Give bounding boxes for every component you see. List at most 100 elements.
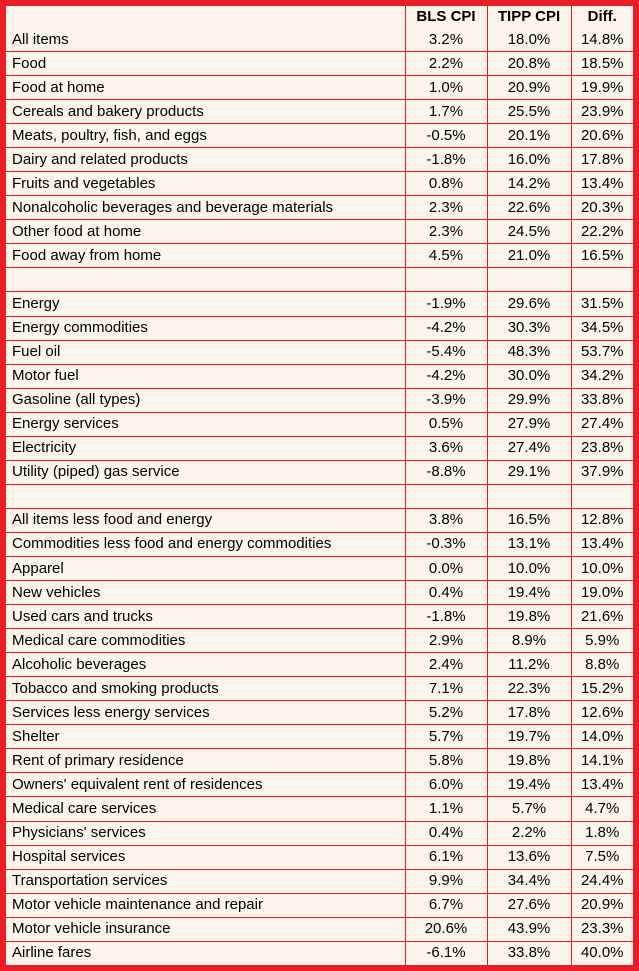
row-value: -6.1%	[404, 940, 488, 965]
row-label: Gasoline (all types)	[6, 387, 406, 413]
row-value: 16.0%	[486, 147, 572, 173]
row-value: 19.9%	[570, 75, 633, 101]
table-row: Fuel oil -5.4% 48.3% 53.7%	[6, 339, 633, 365]
row-value	[486, 483, 572, 509]
row-label: Owners' equivalent rent of residences	[6, 772, 406, 798]
row-label: Shelter	[6, 724, 406, 750]
row-value: -1.9%	[404, 291, 488, 317]
row-value	[570, 483, 633, 509]
table-row: Energy -1.9% 29.6% 31.5%	[6, 291, 633, 317]
row-value: 5.2%	[404, 700, 488, 726]
row-label: Motor vehicle maintenance and repair	[6, 892, 406, 918]
row-value: 23.3%	[570, 916, 633, 942]
row-label: Food at home	[6, 75, 406, 101]
row-value: 37.9%	[570, 459, 633, 485]
row-label: Medical care commodities	[6, 628, 406, 654]
row-value: 3.8%	[404, 507, 488, 533]
row-value: 19.7%	[486, 724, 572, 750]
row-label: Motor vehicle insurance	[6, 916, 406, 942]
row-value: 4.5%	[404, 243, 488, 269]
row-value: 8.9%	[486, 628, 572, 654]
row-value: 29.1%	[486, 459, 572, 485]
table-row: Electricity 3.6% 27.4% 23.8%	[6, 435, 633, 461]
column-header-tipp-cpi: TIPP CPI	[486, 6, 572, 28]
row-value: 0.5%	[404, 411, 488, 437]
row-value: 10.0%	[570, 555, 633, 582]
row-value: 0.8%	[404, 171, 488, 197]
row-value: -0.3%	[404, 531, 488, 558]
row-value: 17.8%	[570, 147, 633, 173]
row-value: 16.5%	[486, 507, 572, 533]
row-label: Services less energy services	[6, 700, 406, 726]
row-value: 7.5%	[570, 844, 633, 870]
row-value: 43.9%	[486, 916, 572, 942]
row-label: Fruits and vegetables	[6, 171, 406, 197]
table-row-blank	[6, 267, 633, 293]
table-row: Energy commodities -4.2% 30.3% 34.5%	[6, 315, 633, 341]
column-header-diff: Diff.	[570, 6, 633, 28]
row-value: 2.9%	[404, 628, 488, 654]
row-value: 23.8%	[570, 435, 633, 461]
row-value: 13.1%	[486, 531, 572, 558]
row-label: Energy	[6, 291, 406, 317]
row-value: 20.9%	[570, 892, 633, 918]
row-value: 22.6%	[486, 195, 572, 221]
row-value: 33.8%	[570, 387, 633, 413]
row-value: 30.0%	[486, 363, 572, 389]
row-value: 24.5%	[486, 219, 572, 245]
row-value: 33.8%	[486, 940, 572, 965]
row-value: 34.2%	[570, 363, 633, 389]
row-label: Electricity	[6, 435, 406, 461]
table-row: Owners' equivalent rent of residences 6.0…	[6, 772, 633, 798]
row-value: -5.4%	[404, 339, 488, 365]
row-value: 1.8%	[570, 820, 633, 846]
table-row: Fruits and vegetables 0.8% 14.2% 13.4%	[6, 171, 633, 197]
table-row: Food 2.2% 20.8% 18.5%	[6, 51, 633, 77]
table-row: Physicians' services 0.4% 2.2% 1.8%	[6, 820, 633, 846]
table-row: Meats, poultry, fish, and eggs -0.5% 20.1%…	[6, 123, 633, 149]
row-value: 18.0%	[486, 28, 572, 53]
row-label: All items	[6, 28, 406, 53]
row-value: 2.2%	[404, 51, 488, 77]
cpi-comparison-table: BLS CPI TIPP CPI Diff. All items 3.2% 18.0…	[6, 6, 633, 965]
row-value: 14.1%	[570, 748, 633, 774]
row-value: 3.2%	[404, 28, 488, 53]
row-label: Fuel oil	[6, 339, 406, 365]
row-label: Tobacco and smoking products	[6, 676, 406, 702]
row-value: 29.9%	[486, 387, 572, 413]
row-label: Utility (piped) gas service	[6, 459, 406, 485]
row-value: 13.6%	[486, 844, 572, 870]
row-value: 19.4%	[486, 772, 572, 798]
row-label: Nonalcoholic beverages and beverage mate…	[6, 195, 406, 221]
row-value: 16.5%	[570, 243, 633, 269]
row-value: 10.0%	[486, 555, 572, 582]
table-row: Other food at home 2.3% 24.5% 22.2%	[6, 219, 633, 245]
row-value: 4.7%	[570, 796, 633, 822]
row-value: 13.4%	[570, 171, 633, 197]
row-value	[404, 267, 488, 293]
row-value: 18.5%	[570, 51, 633, 77]
row-value: 14.8%	[570, 28, 633, 53]
table-row: Nonalcoholic beverages and beverage mate…	[6, 195, 633, 221]
row-label: Food	[6, 51, 406, 77]
table-row: Cereals and bakery products 1.7% 25.5% 23.9…	[6, 99, 633, 125]
row-label: Hospital services	[6, 844, 406, 870]
row-value: 20.6%	[404, 916, 488, 942]
table-row: Medical care services 1.1% 5.7% 4.7%	[6, 796, 633, 822]
row-value: 11.2%	[486, 652, 572, 678]
row-value: 2.2%	[486, 820, 572, 846]
table-row: Apparel 0.0% 10.0% 10.0%	[6, 555, 633, 582]
column-header-category	[6, 6, 406, 28]
row-value: 0.4%	[404, 820, 488, 846]
row-value: 2.3%	[404, 195, 488, 221]
row-label: Medical care services	[6, 796, 406, 822]
row-value: 19.4%	[486, 580, 572, 606]
table-row: Shelter 5.7% 19.7% 14.0%	[6, 724, 633, 750]
row-label: Meats, poultry, fish, and eggs	[6, 123, 406, 149]
table-row: Commodities less food and energy commodi…	[6, 531, 633, 558]
row-label: Airline fares	[6, 940, 406, 965]
row-value: -1.8%	[404, 604, 488, 630]
row-value: 34.5%	[570, 315, 633, 341]
row-label: Energy services	[6, 411, 406, 437]
